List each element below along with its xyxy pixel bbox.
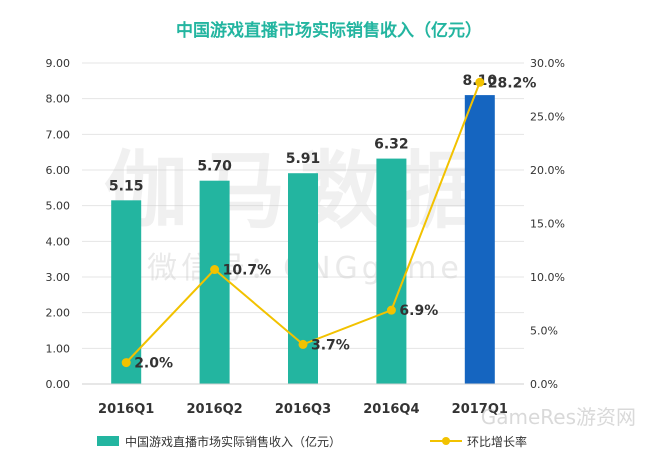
growth-value-label: 10.7%: [223, 263, 272, 279]
legend-line-marker: [442, 437, 450, 445]
growth-point-2017Q1: [475, 77, 485, 87]
left-tick-label: 1.00: [46, 342, 71, 355]
right-tick-label: 25.0%: [530, 111, 565, 124]
bar-value-label: 5.91: [286, 151, 321, 167]
right-tick-label: 10.0%: [530, 271, 565, 284]
legend-bar-label: 中国游戏直播市场实际销售收入（亿元）: [125, 434, 341, 449]
bar-value-label: 5.15: [109, 178, 144, 194]
right-tick-label: 20.0%: [530, 164, 565, 177]
bar-value-label: 5.70: [197, 159, 232, 175]
growth-point-2016Q3: [298, 339, 308, 349]
left-tick-label: 9.00: [46, 57, 71, 70]
left-tick-label: 0.00: [46, 378, 71, 391]
left-tick-label: 4.00: [46, 235, 71, 248]
left-tick-label: 3.00: [46, 271, 71, 284]
bar-2017Q1: [464, 95, 495, 384]
watermark-corner: GameRes游资网: [481, 405, 636, 429]
bar-2016Q2: [199, 180, 230, 384]
growth-value-label: 3.7%: [311, 337, 350, 353]
category-label: 2016Q4: [363, 402, 419, 417]
left-tick-label: 5.00: [46, 200, 71, 213]
right-tick-label: 0.0%: [530, 378, 558, 391]
growth-point-2016Q4: [386, 305, 396, 315]
legend-line-label: 环比增长率: [467, 434, 527, 449]
category-label: 2016Q2: [186, 402, 242, 417]
legend-bar-swatch: [97, 436, 119, 446]
growth-point-2016Q2: [210, 265, 220, 275]
growth-value-label: 2.0%: [134, 356, 173, 372]
category-label: 2016Q3: [275, 402, 331, 417]
right-tick-label: 5.0%: [530, 325, 558, 338]
growth-value-label: 28.2%: [488, 75, 537, 91]
growth-value-label: 6.9%: [399, 303, 438, 319]
category-label: 2017Q1: [452, 402, 508, 417]
bar-2016Q4: [376, 158, 407, 384]
growth-point-2016Q1: [121, 358, 131, 368]
left-tick-label: 7.00: [46, 128, 71, 141]
left-tick-label: 6.00: [46, 164, 71, 177]
bar-value-label: 6.32: [374, 137, 409, 153]
right-tick-label: 30.0%: [530, 57, 565, 70]
right-tick-label: 15.0%: [530, 218, 565, 231]
left-tick-label: 8.00: [46, 93, 71, 106]
left-tick-label: 2.00: [46, 307, 71, 320]
chart-title: 中国游戏直播市场实际销售收入（亿元）: [176, 20, 482, 41]
category-label: 2016Q1: [98, 402, 154, 417]
